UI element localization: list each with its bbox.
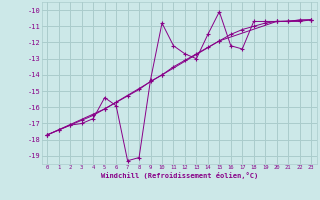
X-axis label: Windchill (Refroidissement éolien,°C): Windchill (Refroidissement éolien,°C) <box>100 172 258 179</box>
